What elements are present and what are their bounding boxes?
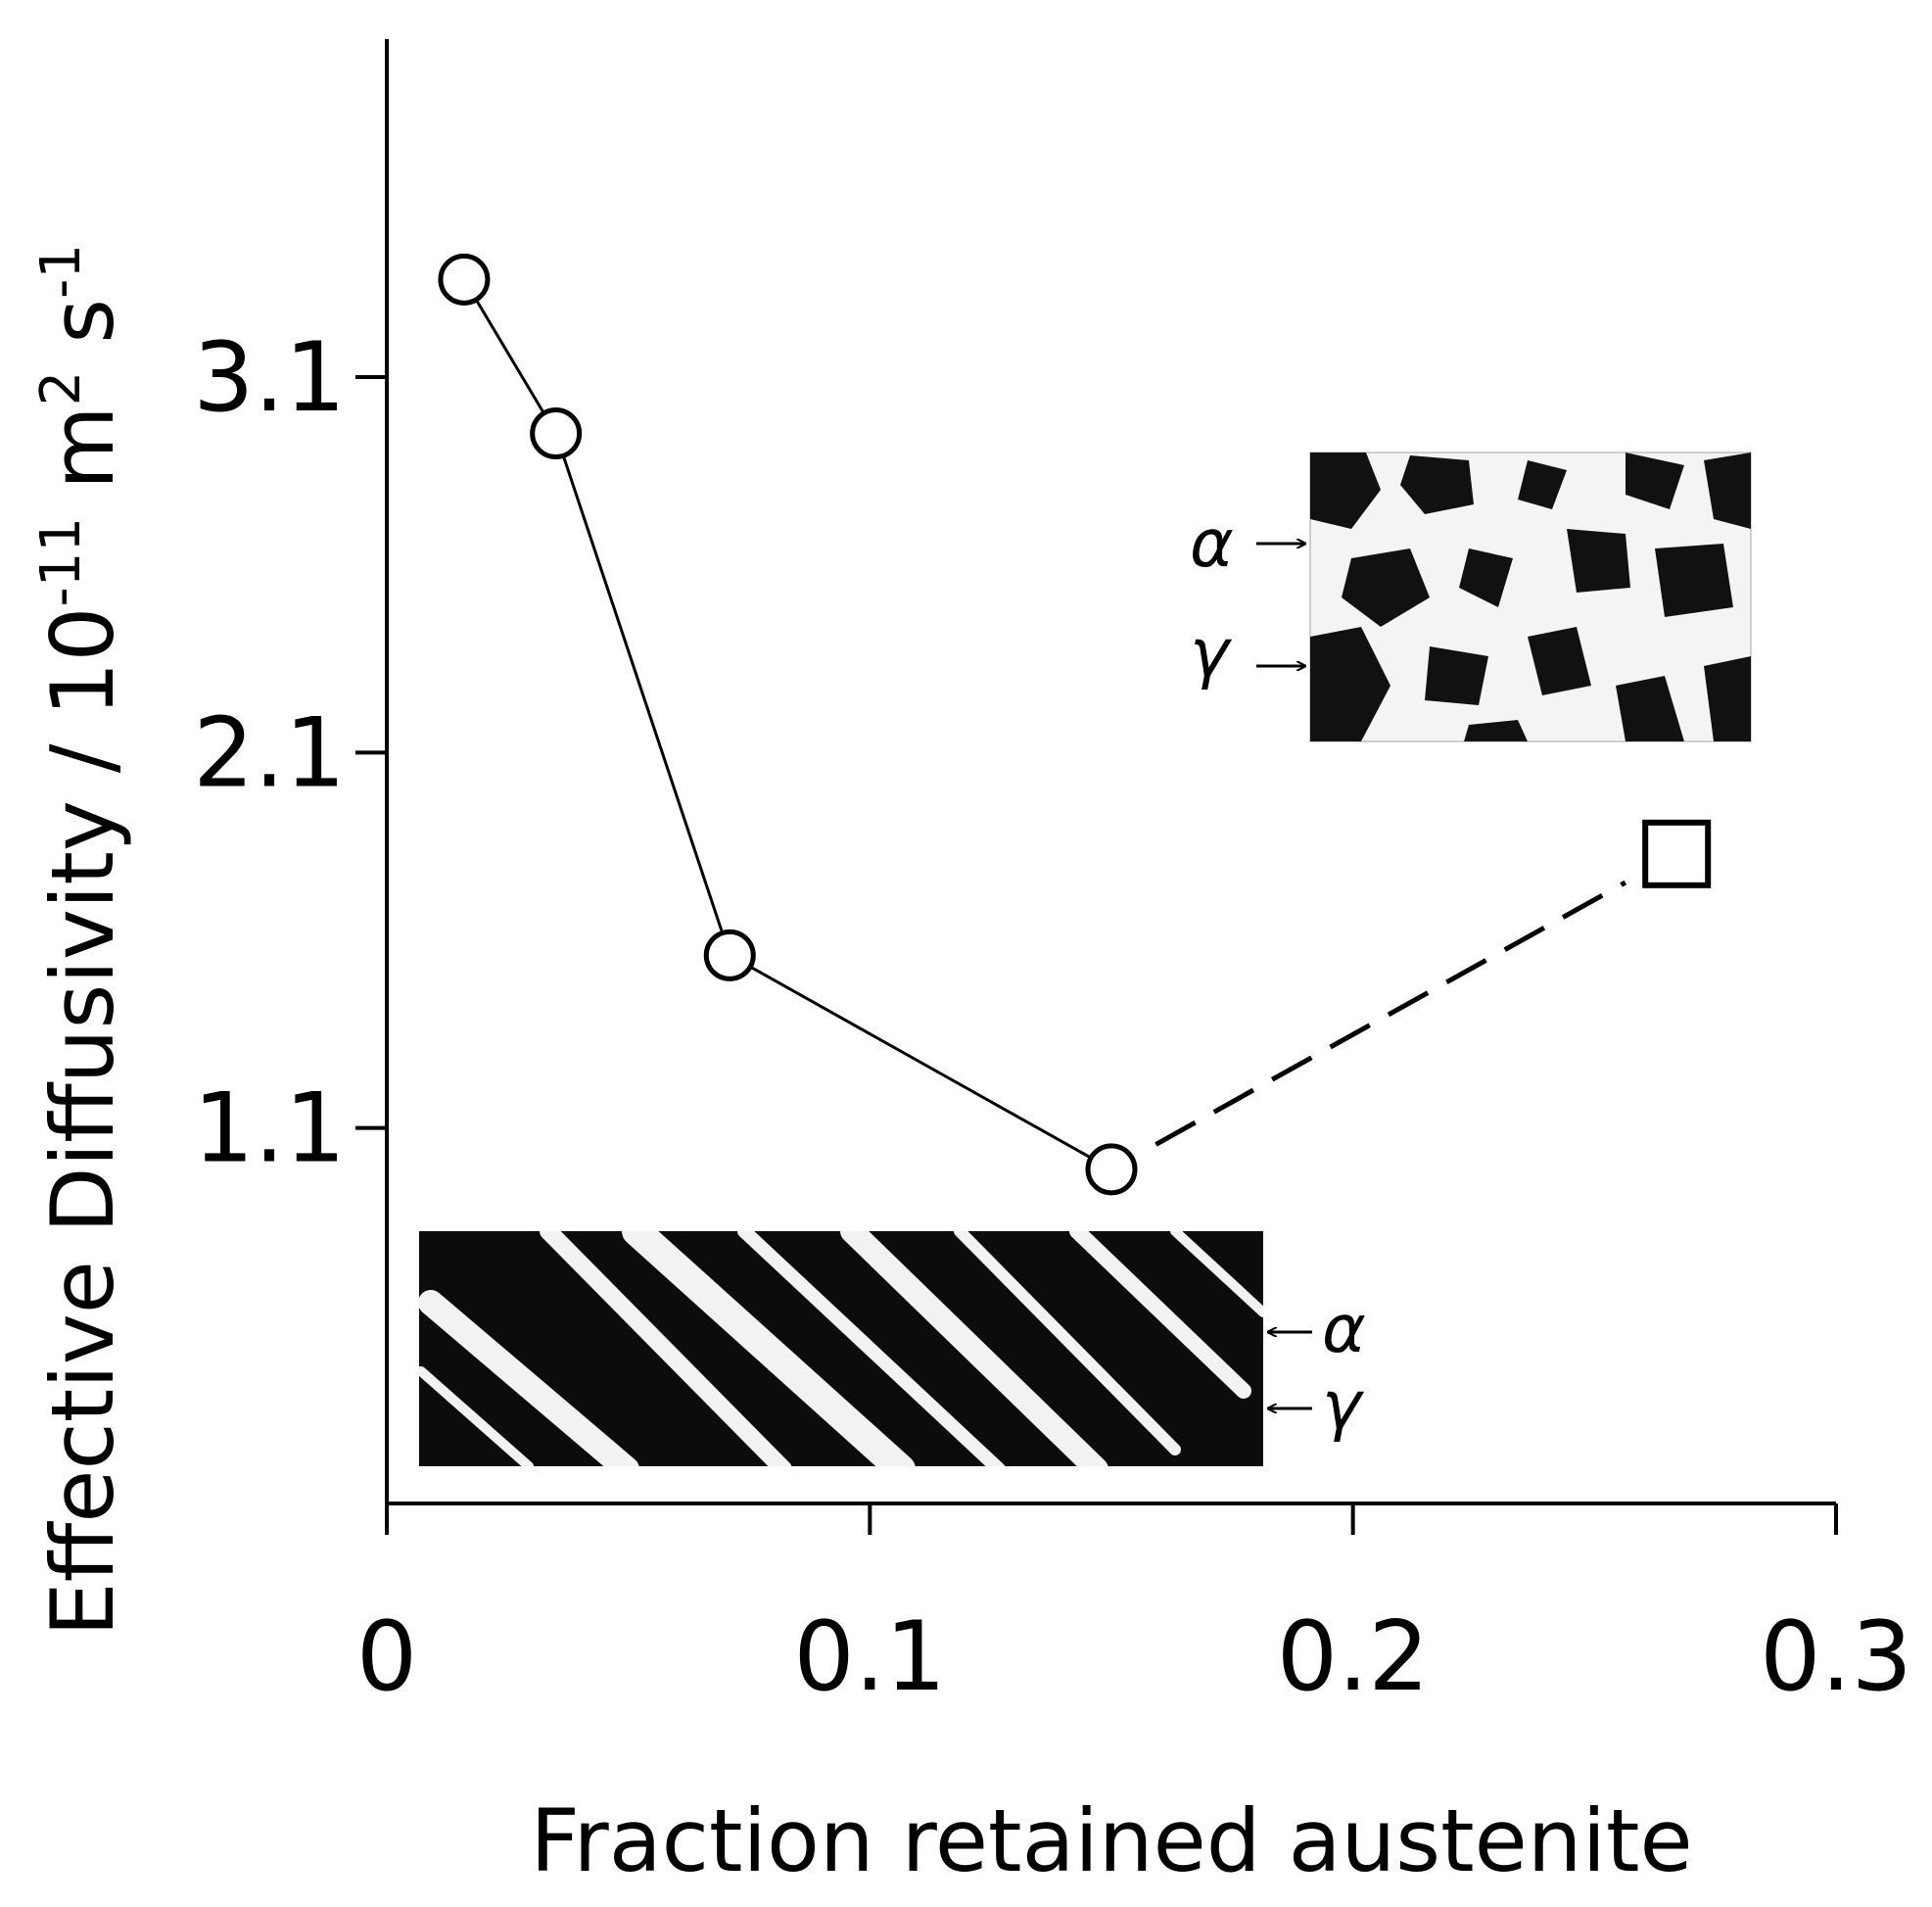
y-tick-label: 3.1	[193, 322, 346, 434]
inset-equiaxed-micrograph	[1309, 452, 1752, 742]
x-axis-title: Fraction retained austenite	[530, 1790, 1692, 1891]
inset2-gamma-label: γ	[1322, 1367, 1365, 1445]
data-point-circle	[703, 929, 756, 981]
y-tick-label: 2.1	[193, 697, 346, 809]
data-point-circle	[530, 407, 583, 459]
x-tick-label: 0.3	[1760, 1601, 1912, 1713]
x-tick-label: 0	[356, 1601, 417, 1713]
inset2-alpha-label: α	[1322, 1291, 1366, 1368]
x-axis-ticks: 0 0.1 0.2 0.3	[356, 1503, 1912, 1713]
series-line-segment	[749, 965, 1092, 1160]
y-axis-ticks: 1.1 2.1 3.1	[193, 322, 387, 1185]
data-point-square	[1642, 819, 1712, 888]
data-point-circle	[438, 253, 491, 306]
series-line-segment	[561, 454, 725, 934]
series-dashed-line	[1154, 880, 1627, 1147]
y-axis-title: Effective Diffusivity / 10-11 m2 s-1	[29, 244, 133, 1637]
inset1-gamma-label: γ	[1190, 615, 1233, 692]
inset1-alpha-label: α	[1190, 505, 1234, 583]
series-layer	[438, 253, 1712, 1196]
y-tick-label: 1.1	[193, 1073, 346, 1185]
data-point-circle	[1085, 1143, 1138, 1196]
x-tick-label: 0.1	[793, 1601, 946, 1713]
x-tick-label: 0.2	[1277, 1601, 1430, 1713]
series-line-segment	[474, 299, 545, 414]
inset-lath-micrograph	[419, 1231, 1263, 1466]
